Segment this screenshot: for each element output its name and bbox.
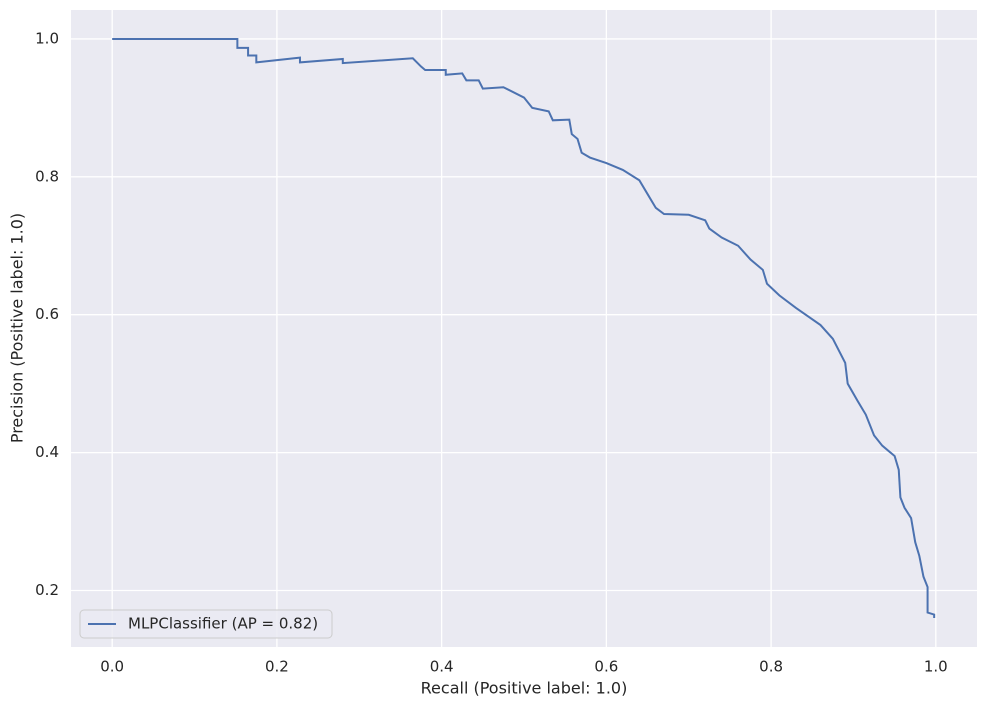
x-tick-label: 0.8 [759,658,783,676]
series-line [112,37,936,619]
x-tick-label: 0.2 [265,658,289,676]
x-tick-label: 1.0 [924,658,948,676]
x-tick-label: 0.0 [100,658,124,676]
y-tick-label: 0.4 [35,443,59,461]
plot-area [71,10,977,647]
y-tick-label: 0.8 [35,167,59,185]
y-axis-label: Precision (Positive label: 1.0) [8,213,27,443]
legend-label: MLPClassifier (AP = 0.82) [128,615,318,633]
x-axis-label: Recall (Positive label: 1.0) [421,679,628,698]
y-tick-label: 0.6 [35,305,59,323]
marks [112,37,936,619]
y-tick-label: 0.2 [35,581,59,599]
y-tick-label: 1.0 [35,29,59,47]
x-tick-label: 0.6 [594,658,618,676]
x-tick-label: 0.4 [430,658,454,676]
legend: MLPClassifier (AP = 0.82) [79,609,333,639]
legend-box [79,609,333,639]
